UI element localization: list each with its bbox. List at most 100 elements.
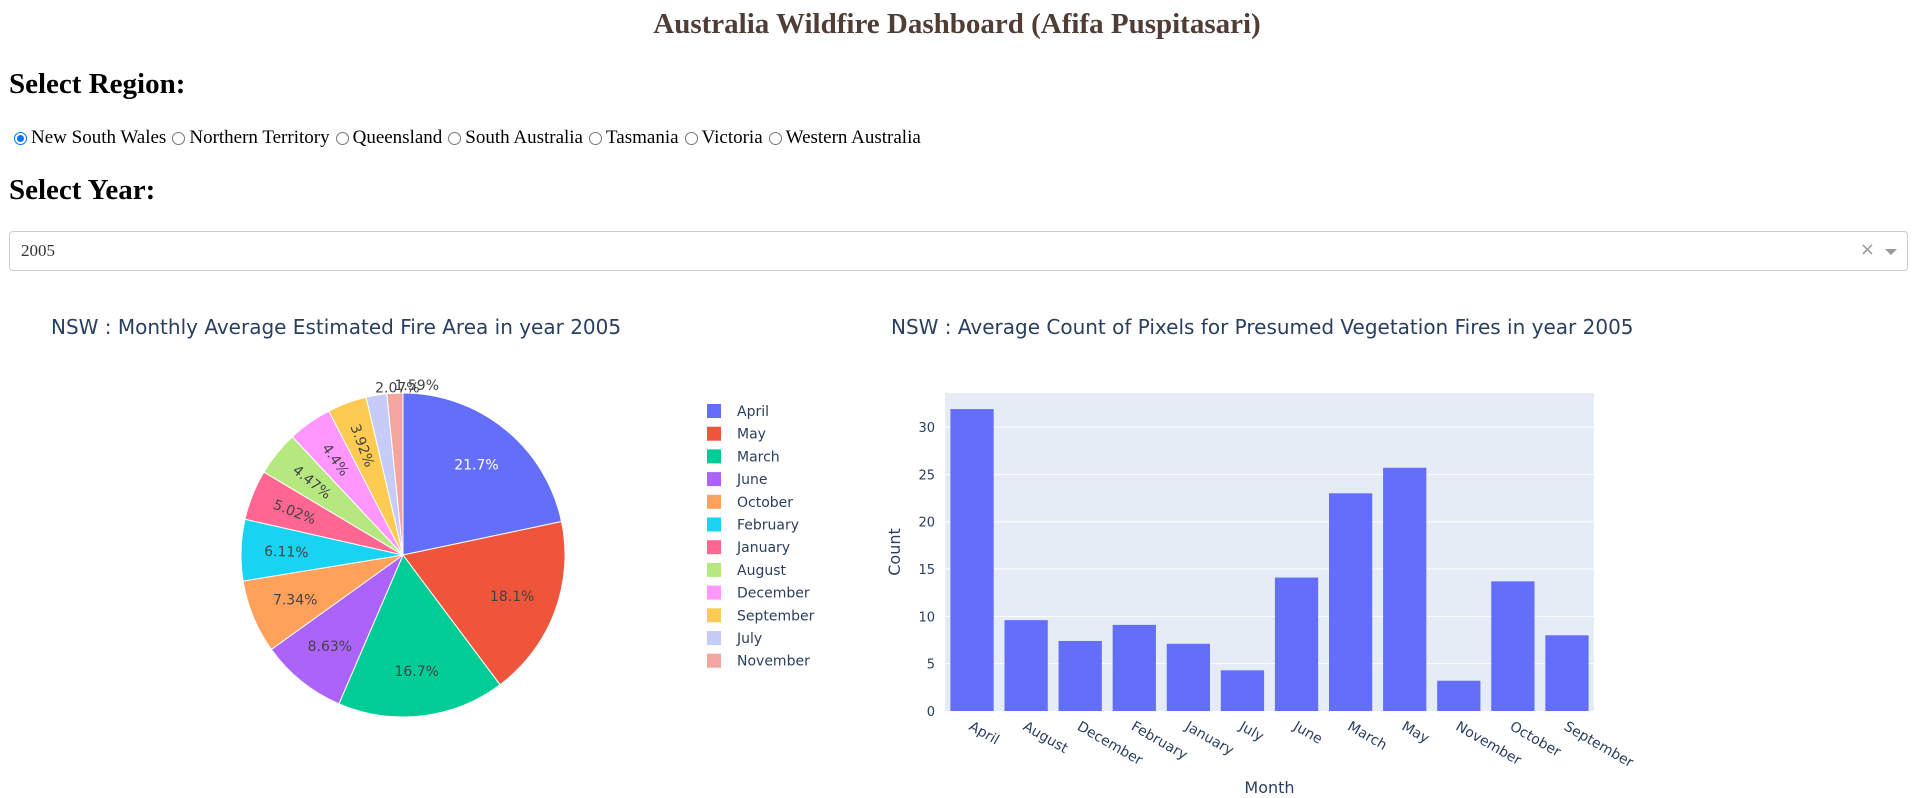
legend-swatch[interactable] <box>707 540 721 555</box>
y-tick-label: 0 <box>927 705 935 720</box>
radio-button[interactable] <box>684 131 698 145</box>
legend-item-october[interactable]: October <box>737 495 793 511</box>
bar-august[interactable] <box>1004 620 1048 711</box>
y-tick-label: 30 <box>918 421 935 436</box>
bar-november[interactable] <box>1437 680 1481 711</box>
bar-may[interactable] <box>1383 467 1427 711</box>
y-axis-label: Count <box>885 528 904 576</box>
bar-september[interactable] <box>1545 635 1589 711</box>
x-tick-label: May <box>1399 719 1432 747</box>
region-option-queensland[interactable]: Queensland <box>335 127 443 149</box>
region-option-label: Northern Territory <box>189 127 330 148</box>
legend-swatch[interactable] <box>707 631 721 645</box>
legend-item-september[interactable]: September <box>737 608 815 624</box>
pie-value-label: 1.59% <box>395 378 439 394</box>
legend-swatch[interactable] <box>707 472 721 487</box>
pie-slice-november[interactable] <box>386 392 404 556</box>
bar-january[interactable] <box>1166 643 1211 711</box>
x-tick-label: April <box>966 719 1002 749</box>
legend-swatch[interactable] <box>707 404 721 418</box>
x-tick-label: March <box>1345 719 1390 754</box>
legend-item-april[interactable]: April <box>737 404 769 420</box>
region-option-label: Tasmania <box>606 127 679 148</box>
year-dropdown[interactable]: 2005 × <box>9 231 1908 271</box>
year-heading: Select Year: <box>9 174 156 206</box>
pie-value-label: 6.11% <box>264 544 309 561</box>
legend-item-august[interactable]: August <box>737 563 787 579</box>
year-dropdown-value: 2005 <box>21 241 55 260</box>
pie-value-label: 21.7% <box>454 457 498 473</box>
legend-swatch[interactable] <box>707 562 721 577</box>
region-option-victoria[interactable]: Victoria <box>684 127 763 149</box>
region-option-new-south-wales[interactable]: New South Wales <box>14 127 166 149</box>
radio-button[interactable] <box>335 131 349 145</box>
x-tick-label: September <box>1561 719 1636 772</box>
bar-chart: NSW : Average Count of Pixels for Presum… <box>885 315 1636 797</box>
pie-slice-may[interactable] <box>402 520 566 686</box>
radio-button[interactable] <box>14 131 27 145</box>
legend-item-december[interactable]: December <box>737 586 810 602</box>
legend-item-july[interactable]: July <box>736 631 762 647</box>
plot-area <box>945 393 1594 711</box>
legend-swatch[interactable] <box>707 494 721 509</box>
pie-value-label: 2.07% <box>375 380 419 396</box>
bar-october[interactable] <box>1491 581 1535 711</box>
region-option-label: New South Wales <box>31 127 167 148</box>
legend-item-january[interactable]: January <box>736 540 790 556</box>
y-tick-label: 10 <box>918 610 935 625</box>
bar-chart-title: NSW : Average Count of Pixels for Presum… <box>891 315 1634 339</box>
region-option-western-australia[interactable]: Western Australia <box>768 127 921 149</box>
legend-swatch[interactable] <box>707 517 721 532</box>
pie-slice-april[interactable] <box>402 392 563 556</box>
legend-item-june[interactable]: June <box>736 472 768 488</box>
pie-slices <box>240 392 566 718</box>
legend-item-may[interactable]: May <box>737 427 766 443</box>
pie-slice-march[interactable] <box>338 554 501 718</box>
bar-february[interactable] <box>1112 624 1156 711</box>
close-icon[interactable]: × <box>1859 239 1875 260</box>
pie-slice-june[interactable] <box>270 553 405 705</box>
x-tick-label: August <box>1020 719 1071 758</box>
region-heading: Select Region: <box>9 68 186 100</box>
y-tick-label: 5 <box>927 658 935 673</box>
region-option-label: South Australia <box>465 127 583 148</box>
region-option-tasmania[interactable]: Tasmania <box>589 127 679 149</box>
pie-value-label: 8.63% <box>308 639 352 655</box>
legend-swatch[interactable] <box>707 608 721 623</box>
radio-button[interactable] <box>589 131 602 145</box>
bar-december[interactable] <box>1058 640 1102 711</box>
pie-legend: April May March June October February January A… <box>707 404 815 670</box>
legend-swatch[interactable] <box>707 653 721 668</box>
radio-button[interactable] <box>768 131 782 145</box>
bar-march[interactable] <box>1328 493 1373 711</box>
x-tick-label: January <box>1182 718 1237 759</box>
region-option-label: Queensland <box>352 127 443 148</box>
chevron-down-icon[interactable] <box>1885 249 1897 255</box>
bar-june[interactable] <box>1274 577 1319 711</box>
pie-value-label: 7.34% <box>273 593 317 609</box>
region-option-south-australia[interactable]: South Australia <box>448 127 583 149</box>
pie-chart-title: NSW : Monthly Average Estimated Fire Are… <box>51 315 621 339</box>
legend-swatch[interactable] <box>707 449 721 464</box>
bar-april[interactable] <box>950 409 994 711</box>
region-radio-group: New South Wales Northern Territory Queensl… <box>14 127 927 149</box>
y-tick-label: 25 <box>918 468 935 483</box>
region-option-label: Victoria <box>701 127 763 148</box>
bar-july[interactable] <box>1220 670 1265 711</box>
x-axis-label: Month <box>1244 778 1294 797</box>
legend-item-march[interactable]: March <box>737 449 780 465</box>
legend-item-february[interactable]: February <box>737 518 799 534</box>
radio-button[interactable] <box>448 131 462 145</box>
legend-swatch[interactable] <box>707 426 721 441</box>
pie-chart: NSW : Monthly Average Estimated Fire Are… <box>51 315 815 718</box>
x-tick-label: June <box>1290 718 1325 748</box>
y-tick-label: 20 <box>918 516 935 531</box>
y-gridlines <box>945 426 1594 665</box>
legend-item-november[interactable]: November <box>737 654 810 670</box>
pie-value-label: 18.1% <box>490 589 534 605</box>
page-title: Australia Wildfire Dashboard (Afifa Pusp… <box>653 8 1261 40</box>
region-option-northern-territory[interactable]: Northern Territory <box>172 127 330 149</box>
pie-value-label: 16.7% <box>394 664 438 680</box>
radio-button[interactable] <box>172 131 186 145</box>
legend-swatch[interactable] <box>707 585 721 600</box>
